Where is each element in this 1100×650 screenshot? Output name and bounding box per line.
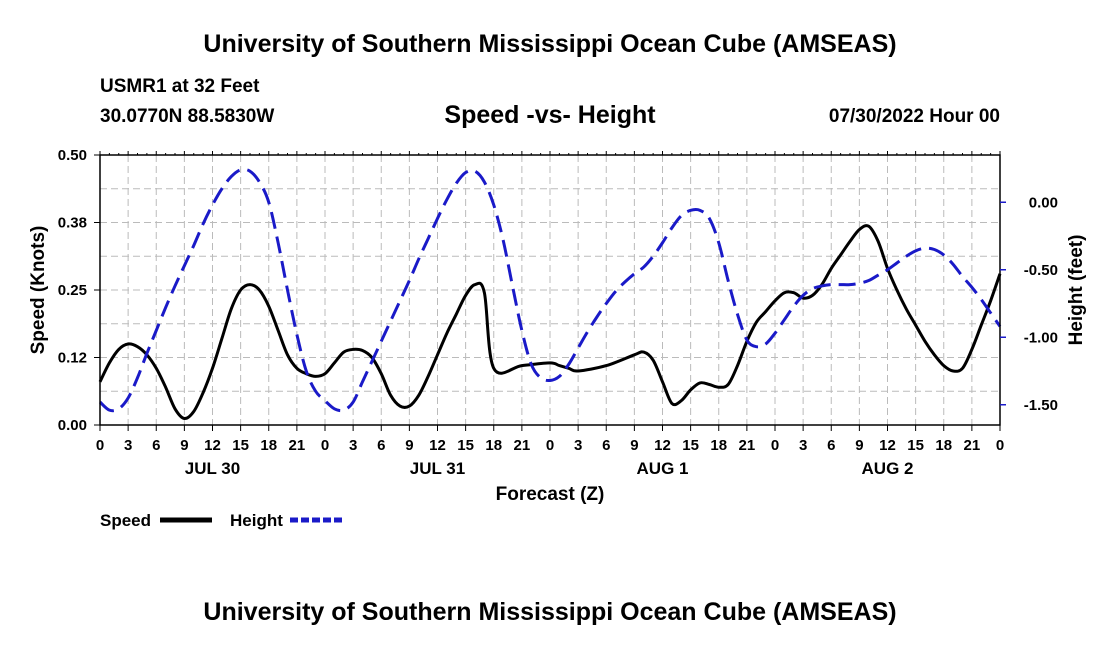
y-left-tick-label: 0.12 bbox=[58, 350, 87, 367]
grid-lines bbox=[100, 155, 1000, 425]
x-tick-label: 0 bbox=[546, 437, 554, 454]
x-tick-label: 3 bbox=[574, 437, 582, 454]
x-tick-label: 9 bbox=[405, 437, 413, 454]
series-lines bbox=[98, 167, 1002, 421]
x-tick-label: 21 bbox=[964, 437, 981, 454]
x-tick-label: 18 bbox=[935, 437, 952, 454]
y-right-tick-label: 0.00 bbox=[1029, 194, 1058, 211]
x-tick-label: 6 bbox=[602, 437, 610, 454]
x-tick-label: 18 bbox=[260, 437, 277, 454]
height-series-line bbox=[98, 167, 1002, 413]
x-tick-label: 12 bbox=[879, 437, 896, 454]
axes: 0 3 6 9 12 15 18 21 0 3 6 9 12 15 18 21 0 3 6 9 12 15 18 21 0 3 6 9… bbox=[58, 147, 1058, 478]
x-tick-label: 18 bbox=[485, 437, 502, 454]
speed-series-line bbox=[98, 224, 1002, 421]
x-tick-label: 3 bbox=[124, 437, 132, 454]
station-coordinates: 30.0770N 88.5830W bbox=[100, 106, 275, 127]
y-right-tick-label: -1.50 bbox=[1024, 397, 1058, 414]
y-axis-left-label: Speed (Knots) bbox=[28, 226, 49, 355]
x-tick-label: 15 bbox=[907, 437, 924, 454]
x-tick-label: 0 bbox=[96, 437, 104, 454]
x-tick-label: 6 bbox=[377, 437, 385, 454]
footer-title: University of Southern Mississippi Ocean… bbox=[203, 598, 897, 626]
forecast-datestamp: 07/30/2022 Hour 00 bbox=[828, 106, 1000, 127]
legend-height-label: Height bbox=[230, 511, 283, 530]
x-tick-label: 21 bbox=[739, 437, 756, 454]
x-day-label: AUG 1 bbox=[637, 459, 689, 478]
y-left-tick-label: 0.00 bbox=[58, 417, 87, 434]
x-day-label: AUG 2 bbox=[862, 459, 914, 478]
x-tick-label: 12 bbox=[204, 437, 221, 454]
x-tick-label: 15 bbox=[682, 437, 699, 454]
x-tick-label: 0 bbox=[771, 437, 779, 454]
y-right-tick-label: -0.50 bbox=[1024, 262, 1058, 279]
x-tick-label: 18 bbox=[710, 437, 727, 454]
x-tick-label: 9 bbox=[180, 437, 188, 454]
chart-main-title: University of Southern Mississippi Ocean… bbox=[203, 30, 897, 58]
x-tick-label: 9 bbox=[630, 437, 638, 454]
x-tick-label: 0 bbox=[996, 437, 1004, 454]
y-left-tick-label: 0.38 bbox=[58, 215, 87, 232]
x-tick-label: 3 bbox=[799, 437, 807, 454]
x-tick-label: 12 bbox=[654, 437, 671, 454]
y-right-tick-label: -1.00 bbox=[1024, 329, 1058, 346]
legend: Speed Height bbox=[100, 511, 342, 530]
y-left-tick-label: 0.50 bbox=[58, 147, 87, 164]
y-axis-right-label: Height (feet) bbox=[1066, 235, 1087, 346]
x-tick-label: 21 bbox=[289, 437, 306, 454]
x-axis-label: Forecast (Z) bbox=[496, 484, 605, 505]
x-tick-label: 21 bbox=[514, 437, 531, 454]
legend-speed-label: Speed bbox=[100, 511, 151, 530]
chart-subtitle: Speed -vs- Height bbox=[444, 101, 656, 129]
x-tick-label: 6 bbox=[827, 437, 835, 454]
x-tick-label: 15 bbox=[232, 437, 249, 454]
x-tick-label: 3 bbox=[349, 437, 357, 454]
station-label: USMR1 at 32 Feet bbox=[100, 76, 260, 97]
x-tick-label: 0 bbox=[321, 437, 329, 454]
y-left-tick-label: 0.25 bbox=[58, 282, 87, 299]
x-tick-label: 12 bbox=[429, 437, 446, 454]
x-tick-label: 15 bbox=[457, 437, 474, 454]
x-tick-label: 6 bbox=[152, 437, 160, 454]
x-day-label: JUL 31 bbox=[410, 459, 465, 478]
x-tick-label: 9 bbox=[855, 437, 863, 454]
x-day-label: JUL 30 bbox=[185, 459, 240, 478]
